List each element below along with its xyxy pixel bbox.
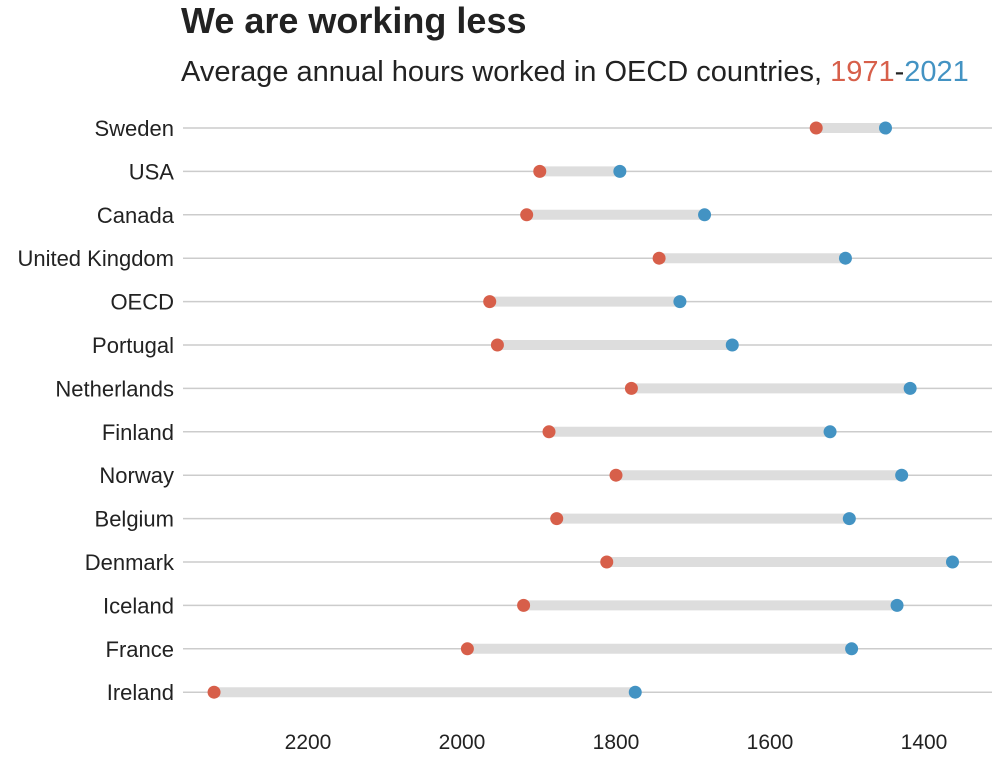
country-label: Canada	[97, 203, 175, 228]
x-tick-label: 1600	[747, 731, 794, 754]
point-2021	[838, 251, 852, 265]
point-2021	[879, 121, 892, 135]
point-1971	[600, 555, 614, 569]
points	[207, 121, 959, 699]
country-label: France	[106, 637, 174, 662]
x-tick-label: 2200	[285, 731, 332, 754]
point-1971	[520, 208, 534, 222]
point-1971	[624, 381, 638, 395]
chart-title: We are working less	[181, 0, 527, 41]
x-tick-label: 1400	[901, 731, 948, 754]
country-label: Sweden	[94, 116, 174, 141]
x-tick-label: 2000	[439, 731, 486, 754]
point-1971	[809, 121, 823, 135]
country-label: USA	[129, 159, 175, 184]
row-labels: Sweden USA Canada United Kingdom OECD Portuga…	[17, 116, 175, 705]
point-1971	[542, 425, 556, 439]
point-1971	[490, 338, 504, 352]
point-1971	[609, 468, 623, 482]
country-label: Netherlands	[55, 376, 174, 401]
point-1971	[550, 512, 564, 526]
point-2021	[628, 685, 642, 699]
point-1971	[652, 251, 666, 265]
country-label: Denmark	[85, 550, 175, 575]
point-1971	[460, 642, 474, 656]
point-1971	[207, 685, 221, 699]
x-axis-ticks: 2200 2000 1800 1600 1400	[285, 731, 948, 754]
country-label: OECD	[110, 290, 174, 315]
point-2021	[725, 338, 739, 352]
subtitle-prefix: Average annual hours worked in OECD coun…	[181, 56, 831, 88]
point-1971	[483, 295, 497, 309]
country-label: United Kingdom	[17, 246, 174, 271]
country-label: Portugal	[92, 333, 174, 358]
country-label: Ireland	[107, 680, 174, 705]
point-2021	[613, 164, 627, 178]
country-label: Norway	[99, 463, 174, 488]
subtitle-end-year: 2021	[904, 56, 969, 88]
chart-subtitle: Average annual hours worked in OECD coun…	[181, 56, 969, 89]
point-2021	[698, 208, 712, 222]
x-tick-label: 1800	[593, 731, 640, 754]
point-2021	[842, 512, 856, 526]
point-2021	[945, 555, 959, 569]
country-label: Iceland	[103, 593, 174, 618]
point-2021	[845, 642, 859, 656]
connectors	[214, 123, 953, 698]
point-1971	[533, 164, 547, 178]
point-2021	[895, 468, 909, 482]
point-2021	[890, 598, 904, 612]
point-2021	[823, 425, 837, 439]
country-label: Finland	[102, 420, 174, 445]
point-1971	[517, 598, 531, 612]
subtitle-start-year: 1971	[830, 56, 895, 88]
point-2021	[903, 381, 917, 395]
point-2021	[673, 295, 687, 309]
country-label: Belgium	[95, 507, 174, 532]
subtitle-separator: -	[894, 56, 905, 88]
